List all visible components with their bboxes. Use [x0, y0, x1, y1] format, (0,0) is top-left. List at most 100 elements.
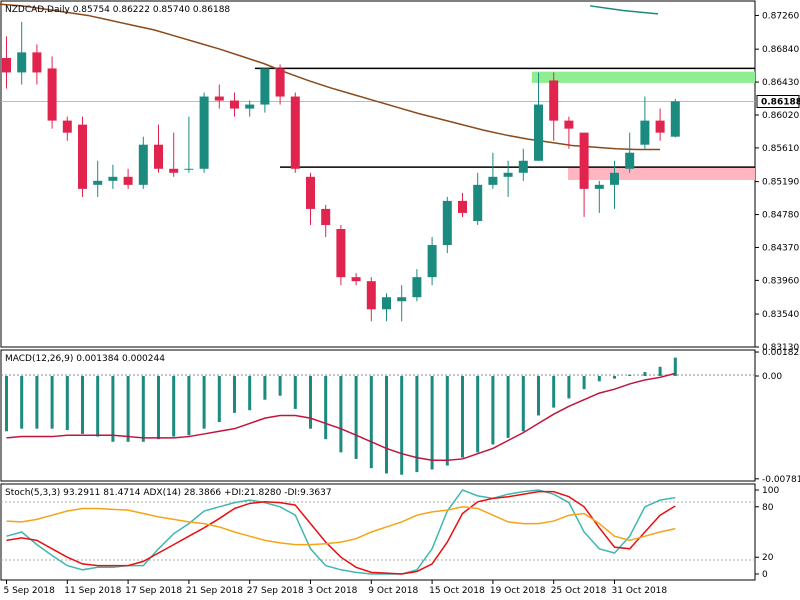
candle-body	[366, 281, 376, 310]
candle[interactable]	[640, 96, 650, 149]
candle[interactable]	[534, 72, 543, 161]
price-tick-label: 0.85190	[762, 178, 799, 188]
candle-body	[610, 172, 619, 185]
macd-signal-line	[6, 372, 676, 462]
time-tick-label: 19 Oct 2018	[490, 586, 546, 596]
macd-bar	[506, 376, 510, 438]
candle-body	[199, 96, 209, 169]
stoch-lines	[6, 489, 676, 575]
candle[interactable]	[594, 180, 604, 213]
candle[interactable]	[123, 168, 133, 189]
macd-header: MACD(12,26,9) 0.001384 0.000244	[5, 354, 165, 364]
candle-body	[655, 120, 665, 133]
time-tick-label: 9 Oct 2018	[368, 586, 418, 596]
candle[interactable]	[488, 152, 498, 189]
macd-bar	[20, 376, 24, 429]
candle[interactable]	[610, 160, 619, 209]
macd-bar	[141, 376, 145, 442]
moving-average-ma_brown	[0, 3, 660, 151]
price-tick-label: 0.83960	[762, 276, 799, 286]
candle[interactable]	[47, 56, 57, 129]
candle-body	[670, 101, 680, 137]
macd-bar	[324, 376, 328, 440]
candle[interactable]	[2, 36, 11, 89]
macd-bar	[111, 376, 115, 442]
candle[interactable]	[382, 293, 391, 322]
candle[interactable]	[108, 164, 118, 189]
candle[interactable]	[579, 132, 589, 217]
candle[interactable]	[138, 136, 148, 189]
candle-body	[2, 57, 11, 73]
candle-body	[260, 68, 270, 105]
candle[interactable]	[518, 148, 528, 181]
candle[interactable]	[549, 72, 559, 141]
macd-bar	[65, 376, 69, 430]
candle[interactable]	[321, 204, 331, 238]
candle-body	[640, 120, 650, 145]
candle[interactable]	[17, 21, 27, 85]
current-price-tag	[756, 95, 800, 109]
candle-body	[78, 124, 87, 189]
candle[interactable]	[93, 160, 103, 197]
candle[interactable]	[275, 64, 285, 105]
candle-body	[534, 104, 543, 161]
stoch-axis: 100 80 20 0	[755, 486, 779, 580]
candle[interactable]	[336, 224, 346, 286]
candle[interactable]	[245, 100, 255, 117]
candle[interactable]	[154, 124, 163, 173]
candle[interactable]	[290, 92, 300, 173]
macd-bar	[217, 376, 221, 423]
support-zone[interactable]	[568, 167, 755, 181]
stoch-header: Stoch(5,3,3) 93.2911 81.4714 ADX(14) 28.…	[5, 488, 332, 498]
current-price-label: 0.86188	[761, 98, 800, 108]
candle[interactable]	[32, 44, 42, 85]
macd-tick-label: 0.00	[762, 372, 782, 382]
macd-bar	[369, 376, 373, 469]
candle[interactable]	[184, 116, 194, 173]
candle-body	[306, 176, 315, 209]
candle[interactable]	[260, 68, 270, 113]
macd-bar	[628, 374, 632, 377]
time-tick-label: 3 Oct 2018	[308, 586, 358, 596]
candle[interactable]	[412, 269, 422, 302]
candle[interactable]	[442, 196, 452, 254]
candle[interactable]	[458, 192, 467, 217]
price-tick-label: 0.87260	[762, 11, 799, 21]
candle[interactable]	[306, 172, 315, 225]
macd-bar	[309, 376, 312, 429]
macd-bar	[35, 376, 39, 429]
candle[interactable]	[366, 277, 376, 322]
candle-body	[594, 184, 604, 189]
macd-histogram	[5, 357, 677, 475]
candle[interactable]	[214, 84, 224, 109]
macd-bar	[5, 376, 8, 432]
candle[interactable]	[169, 132, 179, 177]
main-header: NZDCAD,Daily 0.85754 0.86222 0.85740 0.8…	[5, 5, 230, 15]
macd-bar	[597, 376, 601, 382]
macd-bar	[248, 376, 252, 411]
price-tick-label: 0.86020	[762, 111, 799, 121]
candle-body	[579, 132, 589, 189]
candle[interactable]	[427, 237, 437, 286]
candle-body	[473, 184, 483, 221]
candle[interactable]	[397, 285, 407, 322]
stoch-adx-panel[interactable]	[0, 483, 756, 581]
candle[interactable]	[230, 92, 239, 117]
candle[interactable]	[670, 98, 680, 138]
candle[interactable]	[351, 273, 361, 286]
candle[interactable]	[503, 160, 513, 197]
candle[interactable]	[62, 116, 72, 141]
candle[interactable]	[199, 92, 209, 173]
time-tick-label: 21 Sep 2018	[186, 586, 243, 596]
resistance-zone[interactable]	[532, 71, 755, 83]
time-tick-label: 15 Oct 2018	[429, 586, 485, 596]
candle[interactable]	[625, 132, 635, 173]
candle[interactable]	[655, 108, 665, 141]
candle-body	[442, 200, 452, 246]
candle[interactable]	[473, 172, 483, 225]
candle[interactable]	[564, 116, 574, 149]
macd-bar	[126, 376, 130, 442]
candle-body	[518, 160, 528, 173]
candle[interactable]	[78, 116, 87, 197]
